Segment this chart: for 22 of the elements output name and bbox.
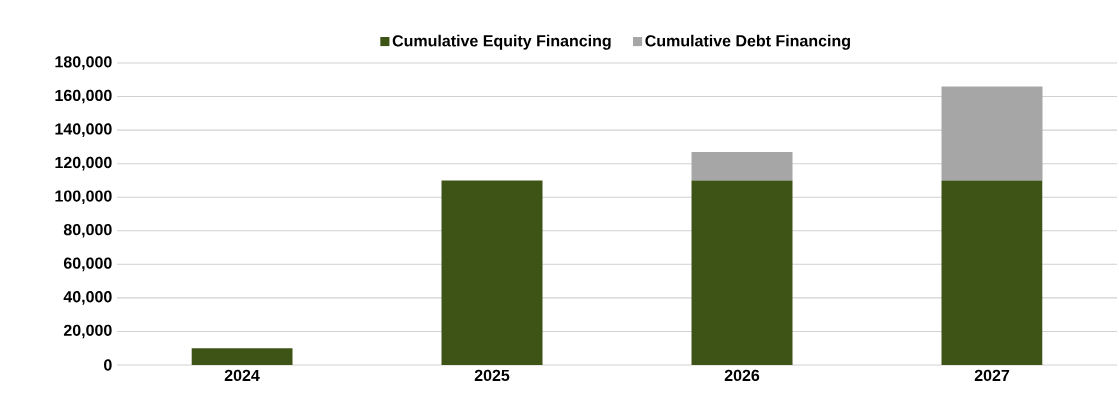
bar — [191, 348, 293, 365]
bar — [691, 151, 793, 181]
y-tick-label: 20,000 — [63, 324, 112, 339]
y-tick-label: 120,000 — [55, 156, 112, 171]
y-tick-label: 140,000 — [55, 123, 112, 137]
bar — [691, 180, 793, 365]
x-tick-label: 2026 — [724, 369, 760, 382]
y-tick-label: 180,000 — [55, 56, 112, 70]
bar — [941, 180, 1043, 365]
y-tick-label: 40,000 — [63, 291, 112, 305]
bar — [941, 86, 1043, 181]
y-tick-label: 0 — [104, 359, 112, 371]
x-tick-label: 2024 — [224, 369, 260, 382]
bar — [441, 180, 543, 365]
x-tick-label: 2027 — [974, 369, 1010, 382]
y-tick-label: 60,000 — [63, 257, 112, 272]
legend-label: Cumulative Debt Financing — [645, 34, 850, 50]
legend-label: Cumulative Equity Financing — [392, 34, 611, 50]
x-tick-label: 2025 — [474, 369, 510, 382]
y-tick-label: 80,000 — [63, 223, 112, 238]
y-tick-label: 160,000 — [55, 89, 112, 104]
y-tick-label: 100,000 — [55, 190, 112, 205]
